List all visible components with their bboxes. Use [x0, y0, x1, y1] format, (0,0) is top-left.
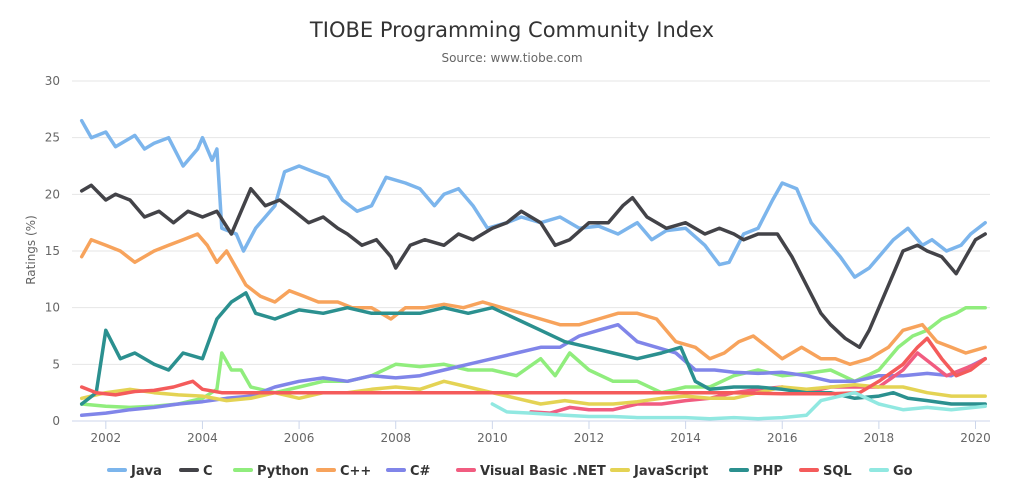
series-line-python[interactable] — [79, 305, 987, 410]
y-tick-label: 15 — [45, 244, 60, 258]
x-tick-label: 2018 — [864, 431, 895, 445]
legend-item[interactable]: JavaScript — [610, 464, 708, 479]
legend-item[interactable]: C++ — [316, 464, 371, 479]
x-axis: 2002 2004 2006 2008 2010 2012 2014 2016 2018 2020 — [91, 421, 991, 445]
y-tick-label: 10 — [45, 301, 60, 315]
y-tick-label: 5 — [52, 357, 60, 371]
legend-item[interactable]: SQL — [799, 464, 852, 479]
legend-label: SQL — [823, 464, 852, 479]
legend-label: C++ — [340, 464, 371, 479]
y-tick-label: 20 — [45, 187, 60, 201]
legend-label: Python — [257, 464, 309, 479]
legend-item[interactable]: PHP — [729, 464, 783, 479]
series-line-javascript[interactable] — [79, 379, 987, 406]
y-tick-label: 30 — [45, 74, 60, 88]
series-line-c[interactable] — [79, 183, 987, 350]
chart-subtitle: Source: www.tiobe.com — [441, 51, 583, 65]
legend-label: Java — [130, 464, 162, 479]
x-tick-label: 2012 — [574, 431, 605, 445]
legend-item[interactable]: Java — [107, 464, 162, 479]
legend-label: JavaScript — [633, 464, 708, 479]
x-tick-label: 2016 — [767, 431, 798, 445]
legend-item[interactable]: C# — [386, 464, 431, 479]
legend-label: Go — [893, 464, 913, 479]
legend-label: C — [203, 464, 213, 479]
legend: Java C Python C++ C# Visual Basic .NET JavaScr… — [107, 464, 913, 479]
plot-area — [79, 118, 987, 421]
x-tick-label: 2006 — [284, 431, 315, 445]
series-line-c[interactable] — [79, 322, 987, 418]
x-tick-label: 2004 — [187, 431, 218, 445]
legend-item[interactable]: Go — [869, 464, 913, 479]
series-line-sql[interactable] — [79, 336, 987, 397]
y-tick-label: 0 — [52, 414, 60, 428]
legend-item[interactable]: Python — [233, 464, 309, 479]
x-tick-label: 2008 — [380, 431, 411, 445]
legend-label: C# — [410, 464, 431, 479]
chart-title: TIOBE Programming Community Index — [309, 18, 715, 42]
legend-item[interactable]: C — [179, 464, 213, 479]
y-axis: 0 5 10 15 20 25 30 — [45, 74, 60, 428]
series-line-java[interactable] — [79, 118, 987, 279]
legend-label: Visual Basic .NET — [480, 464, 606, 479]
x-tick-label: 2010 — [477, 431, 508, 445]
x-tick-label: 2020 — [960, 431, 991, 445]
y-tick-label: 25 — [45, 131, 60, 145]
x-tick-label: 2014 — [670, 431, 701, 445]
series-line-c[interactable] — [79, 232, 987, 367]
legend-label: PHP — [753, 464, 783, 479]
x-tick-label: 2002 — [91, 431, 122, 445]
legend-item[interactable]: Visual Basic .NET — [456, 464, 606, 479]
series-line-go[interactable] — [490, 390, 987, 421]
y-axis-label: Ratings (%) — [24, 215, 38, 285]
